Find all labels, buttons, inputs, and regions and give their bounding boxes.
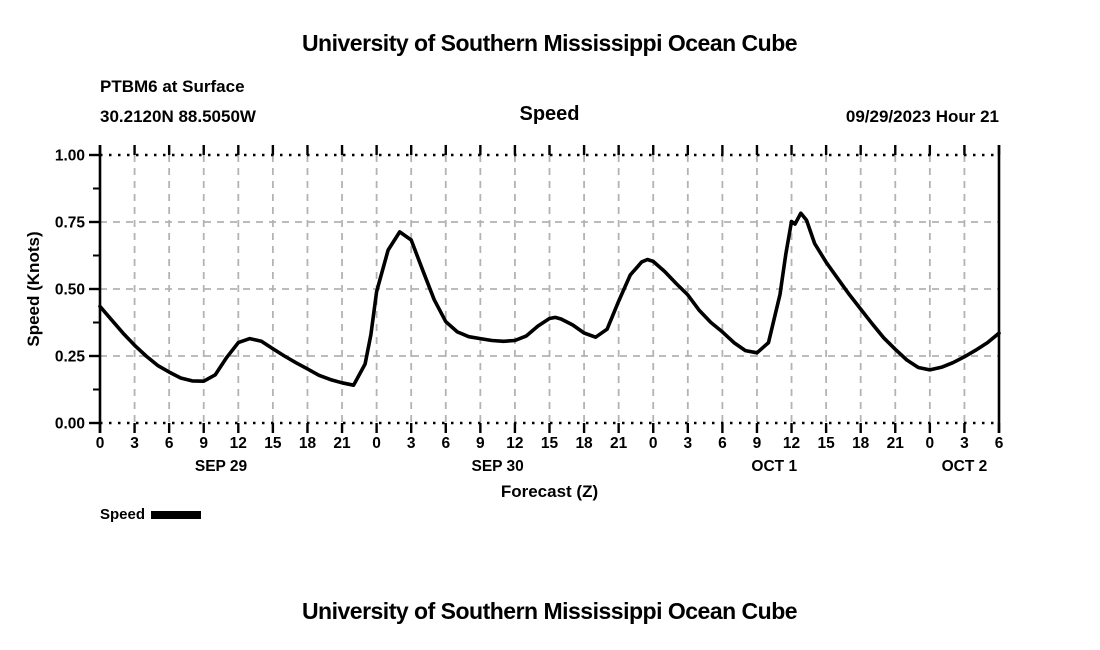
x-tick-label: 3 <box>407 435 416 452</box>
x-tick-label: 6 <box>441 435 450 452</box>
x-tick-label: 9 <box>199 435 208 452</box>
x-tick-label: 0 <box>926 435 935 452</box>
x-tick-label: 21 <box>887 435 905 452</box>
y-tick-label: 0.00 <box>55 416 85 433</box>
forecast-run-time: 09/29/2023 Hour 21 <box>845 107 999 126</box>
y-tick-label: 1.00 <box>55 148 85 165</box>
date-label: OCT 1 <box>751 458 797 475</box>
x-tick-label: 12 <box>230 435 247 452</box>
x-tick-label: 0 <box>649 435 658 452</box>
plot-title: Speed <box>519 103 580 125</box>
legend-label: Speed <box>100 506 146 523</box>
speed-curve <box>98 211 1001 388</box>
x-tick-label: 18 <box>299 435 317 452</box>
x-tick-label: 18 <box>575 435 593 452</box>
x-tick-label: 6 <box>718 435 727 452</box>
page-title-bottom: University of Southern Mississippi Ocean… <box>301 598 798 624</box>
x-tick-label: 3 <box>683 435 692 452</box>
x-tick-label: 3 <box>130 435 139 452</box>
station-coordinates: 30.2120N 88.5050W <box>100 107 256 126</box>
speed-chart: 0 3 6 9 12 15 18 21 0 3 6 9 12 15 18 21 0 3 6 9 12 15 18 21 0 3 6 S… <box>55 145 1004 475</box>
date-label: SEP 30 <box>471 458 523 475</box>
y-axis-title: Speed (Knots) <box>24 231 43 347</box>
x-tick-label: 9 <box>476 435 485 452</box>
x-tick-label: 12 <box>783 435 800 452</box>
y-tick-label: 0.50 <box>55 282 85 299</box>
x-tick-label: 15 <box>817 435 835 452</box>
x-tick-label: 6 <box>165 435 174 452</box>
x-tick-label: 3 <box>960 435 969 452</box>
y-tick-label: 0.75 <box>55 215 86 232</box>
page-title-top: University of Southern Mississippi Ocean… <box>301 30 798 56</box>
x-tick-label: 9 <box>753 435 762 452</box>
x-tick-label: 18 <box>852 435 870 452</box>
station-label: PTBM6 at Surface <box>100 77 245 96</box>
x-tick-label: 0 <box>96 435 105 452</box>
x-axis-title: Forecast (Z) <box>500 482 599 501</box>
legend: Speed <box>100 506 202 523</box>
x-tick-label: 12 <box>506 435 523 452</box>
legend-line-swatch <box>151 510 202 519</box>
x-tick-label: 0 <box>372 435 381 452</box>
date-label: OCT 2 <box>942 458 988 475</box>
x-tick-label: 15 <box>541 435 559 452</box>
x-tick-label: 6 <box>995 435 1004 452</box>
x-tick-label: 21 <box>610 435 628 452</box>
y-tick-label: 0.25 <box>55 349 86 366</box>
date-label: SEP 29 <box>195 458 248 475</box>
x-tick-label: 21 <box>333 435 351 452</box>
x-tick-label: 15 <box>264 435 282 452</box>
